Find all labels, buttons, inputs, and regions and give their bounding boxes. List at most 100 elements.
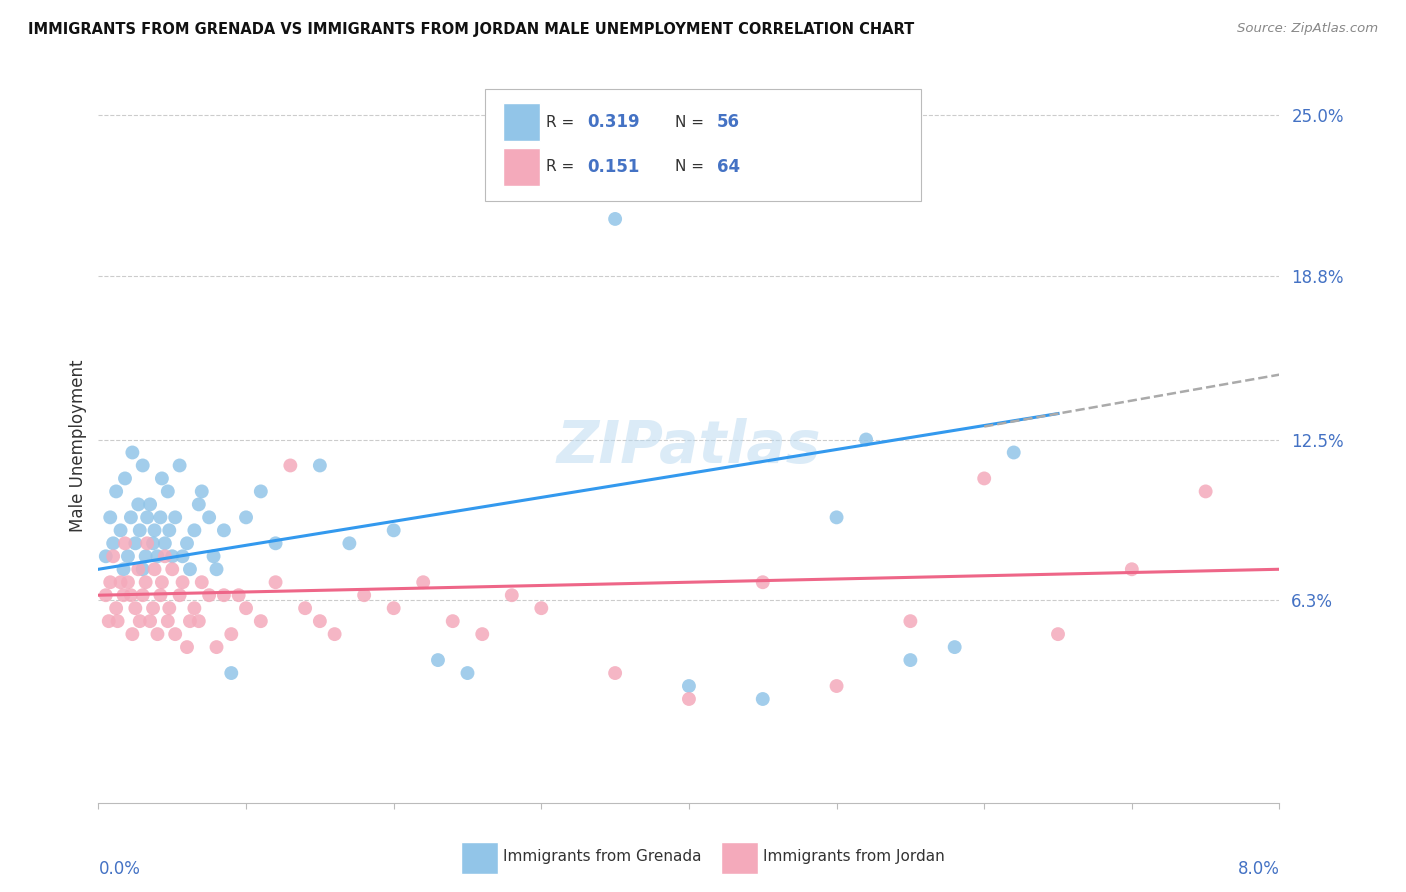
Point xyxy=(157,601,180,615)
Point xyxy=(169,458,191,473)
Point xyxy=(114,471,136,485)
Point xyxy=(128,614,150,628)
Point xyxy=(353,588,375,602)
Point xyxy=(143,524,166,538)
Text: N =: N = xyxy=(675,115,709,129)
Point xyxy=(278,458,302,473)
Point xyxy=(219,666,242,681)
Text: 64: 64 xyxy=(717,158,740,176)
Point xyxy=(124,601,146,615)
Point xyxy=(1002,445,1025,459)
Text: 0.0%: 0.0% xyxy=(98,860,141,878)
Point xyxy=(900,614,922,628)
Point xyxy=(157,524,180,538)
Text: ZIPatlas: ZIPatlas xyxy=(557,417,821,475)
Point xyxy=(165,510,187,524)
Point xyxy=(156,614,179,628)
Point xyxy=(127,562,149,576)
Point xyxy=(128,524,150,538)
Point xyxy=(142,536,165,550)
Point xyxy=(183,601,205,615)
Point xyxy=(112,562,135,576)
Point xyxy=(235,601,257,615)
Point xyxy=(98,510,121,524)
Point xyxy=(172,549,194,564)
Point xyxy=(139,497,162,511)
Point xyxy=(98,575,121,590)
Point xyxy=(605,211,627,226)
Point xyxy=(105,601,128,615)
Point xyxy=(501,588,523,602)
Point xyxy=(294,601,316,615)
Point xyxy=(117,549,139,564)
Point xyxy=(471,627,494,641)
Point xyxy=(103,536,125,550)
Point xyxy=(205,562,228,576)
Point xyxy=(337,536,360,550)
Point xyxy=(412,575,434,590)
Point xyxy=(323,627,346,641)
Text: R =: R = xyxy=(546,115,579,129)
Point xyxy=(124,536,146,550)
Point xyxy=(187,497,209,511)
Point xyxy=(179,562,201,576)
Point xyxy=(973,471,995,485)
Point xyxy=(308,458,332,473)
Point xyxy=(127,497,149,511)
Point xyxy=(605,666,627,681)
Text: IMMIGRANTS FROM GRENADA VS IMMIGRANTS FROM JORDAN MALE UNEMPLOYMENT CORRELATION : IMMIGRANTS FROM GRENADA VS IMMIGRANTS FR… xyxy=(28,22,914,37)
Point xyxy=(165,627,187,641)
Point xyxy=(97,614,120,628)
Point xyxy=(172,575,194,590)
Point xyxy=(139,614,162,628)
Point xyxy=(1121,562,1143,576)
Point xyxy=(205,640,228,654)
Point xyxy=(162,549,183,564)
Text: 0.319: 0.319 xyxy=(588,113,640,131)
Point xyxy=(153,549,176,564)
Point xyxy=(117,575,139,590)
Point xyxy=(943,640,966,654)
Point xyxy=(149,588,172,602)
Point xyxy=(751,575,773,590)
Point xyxy=(136,510,159,524)
Point xyxy=(228,588,250,602)
Point xyxy=(132,588,155,602)
Point xyxy=(114,536,136,550)
Point xyxy=(121,627,143,641)
Point xyxy=(146,627,169,641)
Point xyxy=(120,588,142,602)
Point xyxy=(143,562,166,576)
Point xyxy=(187,614,209,628)
Point xyxy=(264,575,287,590)
Point xyxy=(191,484,214,499)
Point xyxy=(156,484,179,499)
Text: Source: ZipAtlas.com: Source: ZipAtlas.com xyxy=(1237,22,1378,36)
Point xyxy=(250,614,273,628)
Point xyxy=(250,484,273,499)
Point xyxy=(112,588,135,602)
Point xyxy=(94,588,117,602)
Point xyxy=(678,692,700,706)
Point xyxy=(162,562,183,576)
Y-axis label: Male Unemployment: Male Unemployment xyxy=(69,359,87,533)
Point xyxy=(150,471,173,485)
Point xyxy=(135,575,157,590)
Point xyxy=(308,614,332,628)
Point xyxy=(382,601,405,615)
Point xyxy=(530,601,553,615)
Point xyxy=(751,692,773,706)
Point xyxy=(441,614,464,628)
Point xyxy=(135,549,157,564)
Text: Immigrants from Grenada: Immigrants from Grenada xyxy=(503,849,702,863)
Point xyxy=(150,575,173,590)
Point xyxy=(1194,484,1216,499)
Text: 8.0%: 8.0% xyxy=(1237,860,1279,878)
Point xyxy=(212,588,235,602)
Point xyxy=(456,666,478,681)
Text: N =: N = xyxy=(675,160,709,174)
Point xyxy=(1046,627,1069,641)
Point xyxy=(153,536,176,550)
Point xyxy=(121,445,143,459)
Point xyxy=(219,627,242,641)
